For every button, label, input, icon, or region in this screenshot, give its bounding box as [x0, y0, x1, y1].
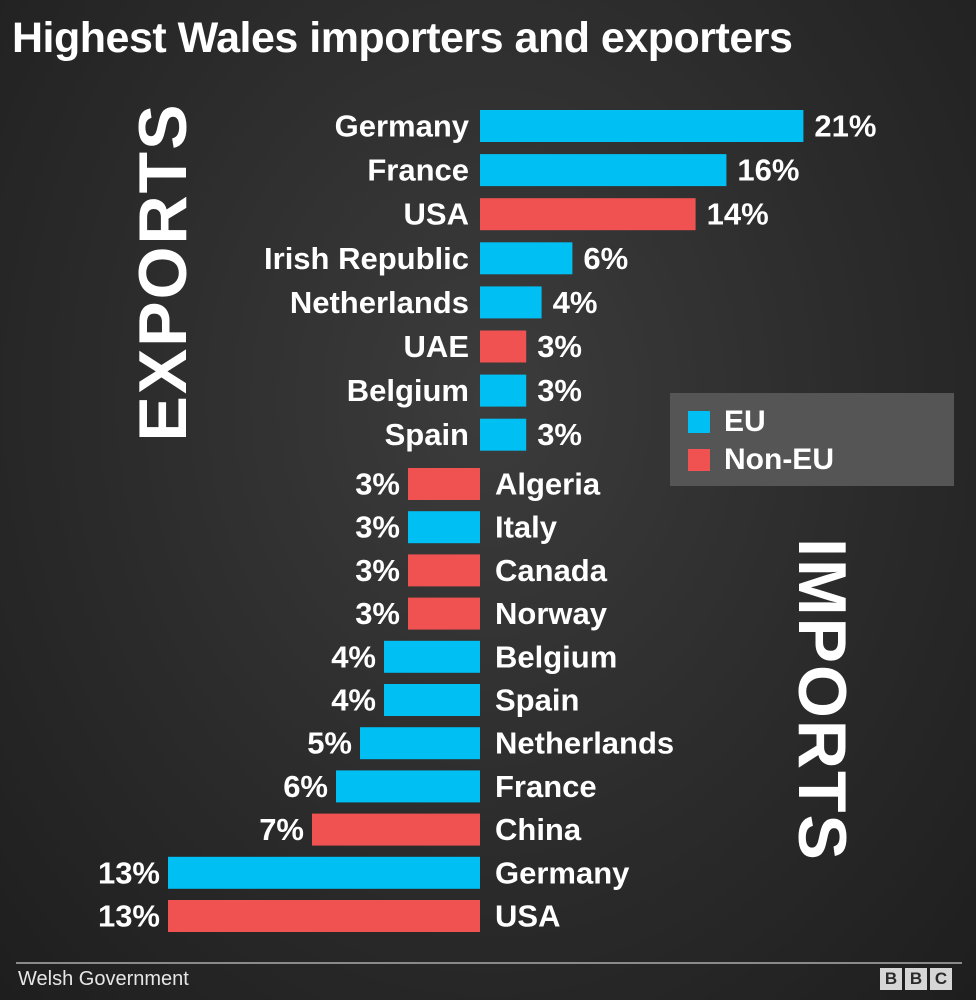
- export-category-label: Spain: [385, 417, 469, 452]
- legend-swatch-non-eu: [688, 449, 710, 471]
- export-category-label: Irish Republic: [264, 241, 469, 276]
- import-value-label: 4%: [331, 639, 376, 674]
- import-bar: [408, 511, 480, 544]
- export-bar: [480, 286, 542, 319]
- export-bar: [480, 198, 696, 231]
- export-value-label: 3%: [537, 329, 582, 364]
- import-value-label: 3%: [355, 553, 400, 588]
- export-bar: [480, 154, 727, 187]
- export-value-label: 16%: [737, 153, 799, 188]
- export-category-label: UAE: [404, 329, 469, 364]
- import-category-label: Italy: [495, 510, 558, 545]
- export-bar: [480, 418, 527, 451]
- import-value-label: 5%: [307, 726, 352, 761]
- export-bar: [480, 374, 527, 407]
- export-bar: [480, 242, 573, 275]
- export-category-label: Netherlands: [290, 285, 469, 320]
- export-value-label: 21%: [814, 109, 876, 144]
- footer-divider: [16, 962, 962, 964]
- export-category-label: Belgium: [347, 373, 469, 408]
- import-value-label: 6%: [283, 769, 328, 804]
- import-category-label: China: [495, 812, 582, 847]
- import-value-label: 7%: [259, 812, 304, 847]
- legend-label-eu: EU: [724, 405, 766, 438]
- legend-label-non-eu: Non-EU: [724, 443, 834, 476]
- logo-letter: C: [930, 968, 952, 990]
- bbc-logo: B B C: [880, 968, 952, 990]
- import-category-label: Canada: [495, 553, 608, 588]
- import-bar: [384, 684, 480, 716]
- legend-item-eu: EU: [688, 405, 766, 439]
- export-category-label: Germany: [335, 109, 470, 144]
- import-category-label: Belgium: [495, 639, 617, 674]
- import-category-label: France: [495, 769, 597, 804]
- source-credit: Welsh Government: [18, 968, 189, 990]
- import-value-label: 3%: [355, 596, 400, 631]
- export-value-label: 3%: [537, 417, 582, 452]
- legend: EU Non-EU: [670, 393, 954, 486]
- import-bar: [312, 813, 480, 846]
- legend-swatch-eu: [688, 411, 710, 433]
- exports-label: EXPORTS: [125, 102, 201, 442]
- export-category-label: USA: [404, 197, 469, 232]
- import-bar: [408, 554, 480, 587]
- imports-label: IMPORTS: [784, 538, 860, 862]
- import-bar: [168, 856, 480, 889]
- import-category-label: Spain: [495, 683, 579, 718]
- import-value-label: 13%: [98, 855, 160, 890]
- export-value-label: 3%: [537, 373, 582, 408]
- import-category-label: Netherlands: [495, 726, 674, 761]
- import-bar: [336, 770, 480, 803]
- export-value-label: 4%: [553, 285, 598, 320]
- export-value-label: 6%: [583, 241, 628, 276]
- import-bar: [168, 900, 480, 932]
- import-value-label: 4%: [331, 683, 376, 718]
- import-value-label: 3%: [355, 510, 400, 545]
- import-category-label: Germany: [495, 855, 630, 890]
- legend-item-non-eu: Non-EU: [688, 443, 834, 477]
- export-value-label: 14%: [707, 197, 769, 232]
- import-category-label: USA: [495, 899, 560, 934]
- import-category-label: Algeria: [495, 467, 601, 502]
- logo-letter: B: [880, 968, 902, 990]
- import-value-label: 3%: [355, 467, 400, 502]
- export-bar: [480, 330, 527, 363]
- import-value-label: 13%: [98, 899, 160, 934]
- import-bar: [384, 640, 480, 673]
- export-category-label: France: [367, 153, 469, 188]
- import-bar: [360, 727, 480, 760]
- logo-letter: B: [905, 968, 927, 990]
- import-bar: [408, 597, 480, 630]
- export-bar: [480, 110, 804, 142]
- import-bar: [408, 468, 480, 500]
- import-category-label: Norway: [495, 596, 608, 631]
- chart-title: Highest Wales importers and exporters: [12, 14, 793, 62]
